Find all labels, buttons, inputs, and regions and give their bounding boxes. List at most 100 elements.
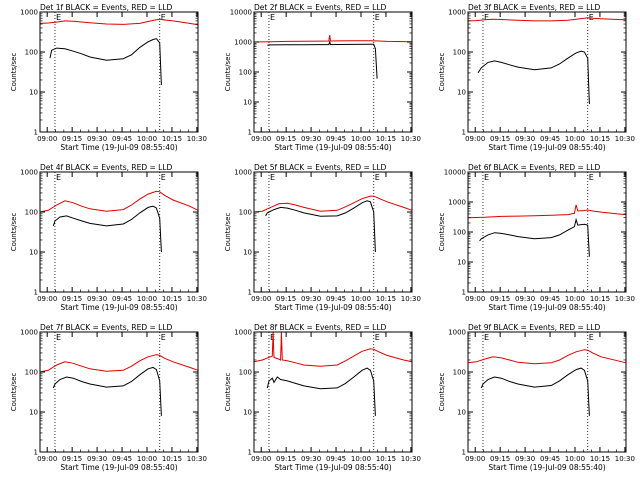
series-lld bbox=[253, 331, 413, 367]
y-tick-label: 1000 bbox=[20, 329, 38, 337]
x-tick-label: 09:45 bbox=[540, 135, 560, 143]
x-tick-label: 10:00 bbox=[351, 455, 371, 463]
series-events bbox=[480, 367, 590, 416]
x-tick-label: 10:00 bbox=[351, 135, 371, 143]
y-axis-label: Counts/sec bbox=[10, 373, 18, 412]
y-tick-label: 100 bbox=[25, 49, 38, 57]
event-marker-label: E bbox=[375, 333, 380, 342]
x-tick-label: 10:15 bbox=[590, 455, 610, 463]
y-tick-label: 100 bbox=[453, 229, 466, 237]
x-tick-label: 09:30 bbox=[87, 455, 107, 463]
event-marker-label: E bbox=[484, 13, 489, 22]
y-tick-label: 1000 bbox=[234, 329, 252, 337]
y-tick-label: 1 bbox=[248, 289, 252, 297]
series-lld bbox=[39, 18, 199, 26]
x-axis-label: Start Time (19-Jul-09 08:55:40) bbox=[274, 463, 391, 472]
panel-title: Det 6f BLACK = Events, RED = LLD bbox=[468, 163, 601, 172]
series-events bbox=[265, 200, 376, 253]
y-tick-label: 10 bbox=[243, 99, 252, 107]
x-tick-label: 10:15 bbox=[590, 295, 610, 303]
y-tick-label: 1000 bbox=[448, 199, 466, 207]
y-tick-label: 10 bbox=[457, 409, 466, 417]
x-tick-label: 09:45 bbox=[112, 295, 132, 303]
x-tick-label: 10:30 bbox=[615, 455, 635, 463]
y-tick-label: 100 bbox=[453, 49, 466, 57]
y-tick-label: 100 bbox=[239, 209, 252, 217]
x-tick-label: 09:45 bbox=[112, 455, 132, 463]
x-tick-label: 09:00 bbox=[251, 295, 271, 303]
y-axis-label: Counts/sec bbox=[10, 213, 18, 252]
x-tick-label: 09:30 bbox=[515, 295, 535, 303]
y-tick-label: 1000 bbox=[234, 169, 252, 177]
y-tick-label: 1 bbox=[462, 289, 466, 297]
panel-title: Det 1f BLACK = Events, RED = LLD bbox=[40, 3, 173, 12]
x-axis-label: Start Time (19-Jul-09 08:55:40) bbox=[488, 303, 605, 312]
plot-frame bbox=[39, 11, 199, 133]
event-marker-label: E bbox=[161, 173, 166, 182]
y-axis-label: Counts/sec bbox=[438, 53, 446, 92]
x-tick-label: 09:30 bbox=[301, 455, 321, 463]
series-lld bbox=[39, 190, 199, 213]
y-axis-label: Counts/sec bbox=[438, 213, 446, 252]
y-tick-label: 10 bbox=[29, 89, 38, 97]
x-tick-label: 10:15 bbox=[376, 455, 396, 463]
event-marker-label: E bbox=[161, 333, 166, 342]
y-tick-label: 1 bbox=[34, 449, 38, 457]
y-tick-label: 10 bbox=[457, 259, 466, 267]
x-tick-label: 09:15 bbox=[62, 455, 82, 463]
x-tick-label: 10:15 bbox=[590, 135, 610, 143]
y-tick-label: 10 bbox=[243, 249, 252, 257]
series-lld bbox=[467, 349, 627, 365]
event-marker-label: E bbox=[589, 13, 594, 22]
x-tick-label: 09:15 bbox=[490, 455, 510, 463]
panel-title: Det 3f BLACK = Events, RED = LLD bbox=[468, 3, 601, 12]
event-marker-label: E bbox=[589, 173, 594, 182]
x-tick-label: 09:00 bbox=[465, 295, 485, 303]
series-events bbox=[266, 367, 376, 416]
x-tick-label: 09:45 bbox=[112, 135, 132, 143]
x-tick-label: 09:45 bbox=[540, 455, 560, 463]
y-axis-label: Counts/sec bbox=[224, 373, 232, 412]
series-events bbox=[49, 38, 162, 86]
x-tick-label: 09:00 bbox=[251, 455, 271, 463]
panel-title: Det 7f BLACK = Events, RED = LLD bbox=[40, 323, 173, 332]
y-tick-label: 10 bbox=[29, 409, 38, 417]
plot-frame bbox=[39, 331, 199, 453]
y-tick-label: 10 bbox=[243, 409, 252, 417]
panel-title: Det 9f BLACK = Events, RED = LLD bbox=[468, 323, 601, 332]
event-marker-label: E bbox=[484, 173, 489, 182]
x-axis-label: Start Time (19-Jul-09 08:55:40) bbox=[488, 143, 605, 152]
event-marker-label: E bbox=[56, 173, 61, 182]
series-lld bbox=[253, 195, 413, 213]
x-tick-label: 09:30 bbox=[301, 135, 321, 143]
panel-title: Det 4f BLACK = Events, RED = LLD bbox=[40, 163, 173, 172]
x-tick-label: 10:30 bbox=[187, 455, 207, 463]
y-tick-label: 1 bbox=[462, 449, 466, 457]
x-tick-label: 09:15 bbox=[276, 295, 296, 303]
plot-frame bbox=[253, 11, 413, 133]
series-lld bbox=[467, 204, 627, 219]
y-axis-label: Counts/sec bbox=[224, 53, 232, 92]
event-marker-label: E bbox=[375, 13, 380, 22]
y-tick-label: 10000 bbox=[444, 169, 466, 177]
x-tick-label: 09:15 bbox=[490, 135, 510, 143]
event-marker-label: E bbox=[484, 333, 489, 342]
x-tick-label: 10:15 bbox=[376, 135, 396, 143]
plot-frame bbox=[467, 331, 627, 453]
y-tick-label: 10 bbox=[457, 89, 466, 97]
x-tick-label: 10:30 bbox=[615, 295, 635, 303]
x-tick-label: 10:00 bbox=[565, 295, 585, 303]
series-lld bbox=[253, 35, 413, 43]
series-events bbox=[267, 40, 378, 79]
x-tick-label: 10:15 bbox=[376, 295, 396, 303]
y-tick-label: 1 bbox=[248, 449, 252, 457]
series-events bbox=[52, 205, 162, 253]
x-tick-label: 10:30 bbox=[615, 135, 635, 143]
y-axis-label: Counts/sec bbox=[10, 53, 18, 92]
x-tick-label: 10:30 bbox=[401, 135, 421, 143]
